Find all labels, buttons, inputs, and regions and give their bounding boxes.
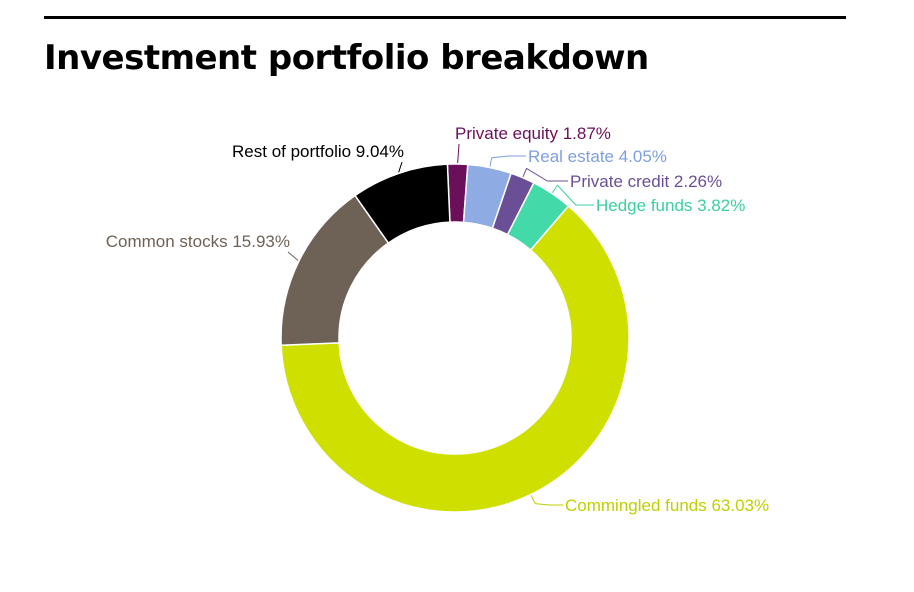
leader-line-common-stocks [287, 251, 299, 261]
slice-label-common-stocks: Common stocks 15.93% [106, 232, 290, 251]
leader-line-private-credit [522, 167, 568, 182]
leader-line-hedge-funds [551, 184, 594, 206]
chart-title: Investment portfolio breakdown [44, 38, 649, 78]
slice-label-commingled-funds: Commingled funds 63.03% [565, 496, 769, 515]
leader-line-real-estate [489, 155, 526, 167]
slice-commingled-funds [280, 205, 630, 513]
leader-line-private-equity [457, 143, 460, 164]
leader-line-commingled-funds [530, 495, 563, 506]
slice-label-hedge-funds: Hedge funds 3.82% [596, 196, 745, 215]
slice-label-rest-of-portfolio: Rest of portfolio 9.04% [232, 142, 404, 161]
slice-label-private-equity: Private equity 1.87% [455, 124, 611, 143]
slice-rest-of-portfolio [354, 163, 451, 245]
slice-label-real-estate: Real estate 4.05% [528, 147, 667, 166]
leader-line-rest-of-portfolio [398, 161, 403, 173]
slice-label-private-credit: Private credit 2.26% [570, 172, 722, 191]
title-rule [44, 16, 846, 19]
